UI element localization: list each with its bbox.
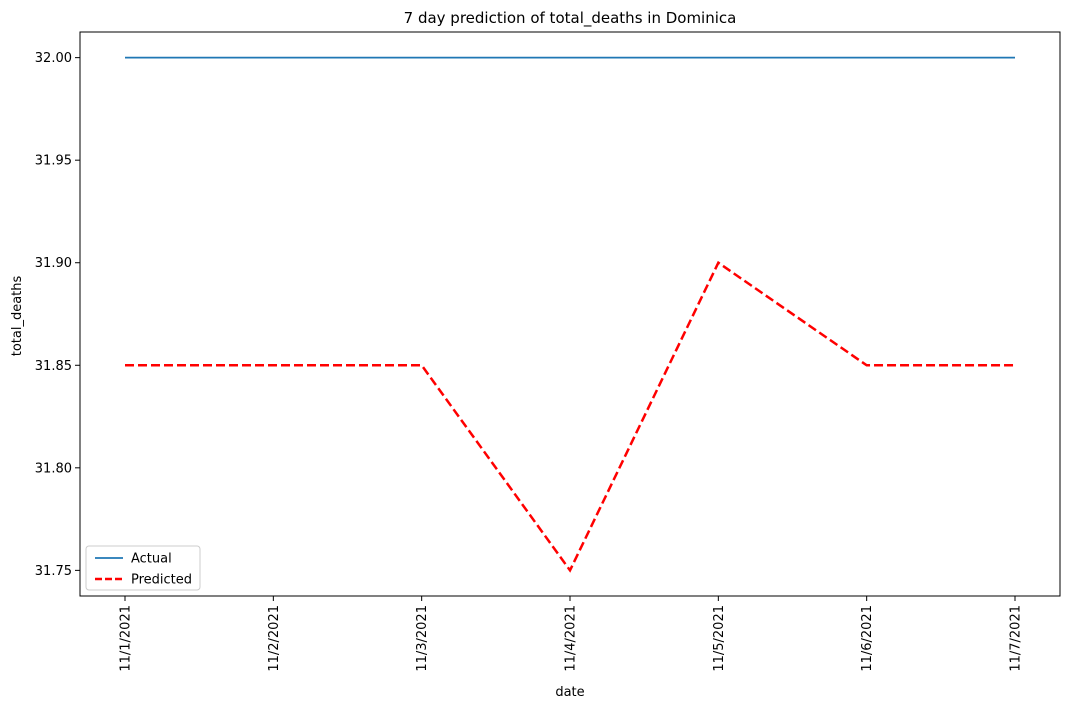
x-tick-label: 11/2/2021 — [267, 605, 282, 672]
y-tick-label: 32.00 — [35, 51, 72, 66]
plot-area — [79, 31, 1061, 597]
x-tick-label: 11/6/2021 — [860, 605, 875, 672]
x-tick-label: 11/5/2021 — [712, 605, 727, 672]
y-tick-label: 31.95 — [35, 154, 72, 169]
y-tick-label: 31.85 — [35, 359, 72, 374]
legend-label: Actual — [131, 552, 172, 567]
x-axis-label: date — [555, 685, 584, 700]
legend: Actual Predicted — [85, 545, 201, 591]
y-tick-label: 31.75 — [35, 564, 72, 579]
x-tick-label: 11/7/2021 — [1009, 605, 1024, 672]
x-axis: 11/1/2021 11/2/2021 11/3/2021 11/4/2021 11/5… — [119, 596, 1024, 672]
y-tick-label: 31.80 — [35, 461, 72, 476]
legend-box — [85, 545, 201, 591]
legend-label: Predicted — [131, 573, 192, 588]
x-tick-label: 11/1/2021 — [119, 605, 134, 672]
series-layer — [125, 56, 1015, 573]
y-axis-label: total_deaths — [10, 276, 25, 357]
y-axis: 31.75 31.80 31.85 31.90 31.95 32.00 — [35, 51, 80, 579]
series-line-predicted — [125, 260, 1015, 573]
chart-title: 7 day prediction of total_deaths in Domi… — [404, 9, 737, 28]
x-tick-label: 11/4/2021 — [564, 605, 579, 672]
y-tick-label: 31.90 — [35, 256, 72, 271]
x-tick-label: 11/3/2021 — [415, 605, 430, 672]
